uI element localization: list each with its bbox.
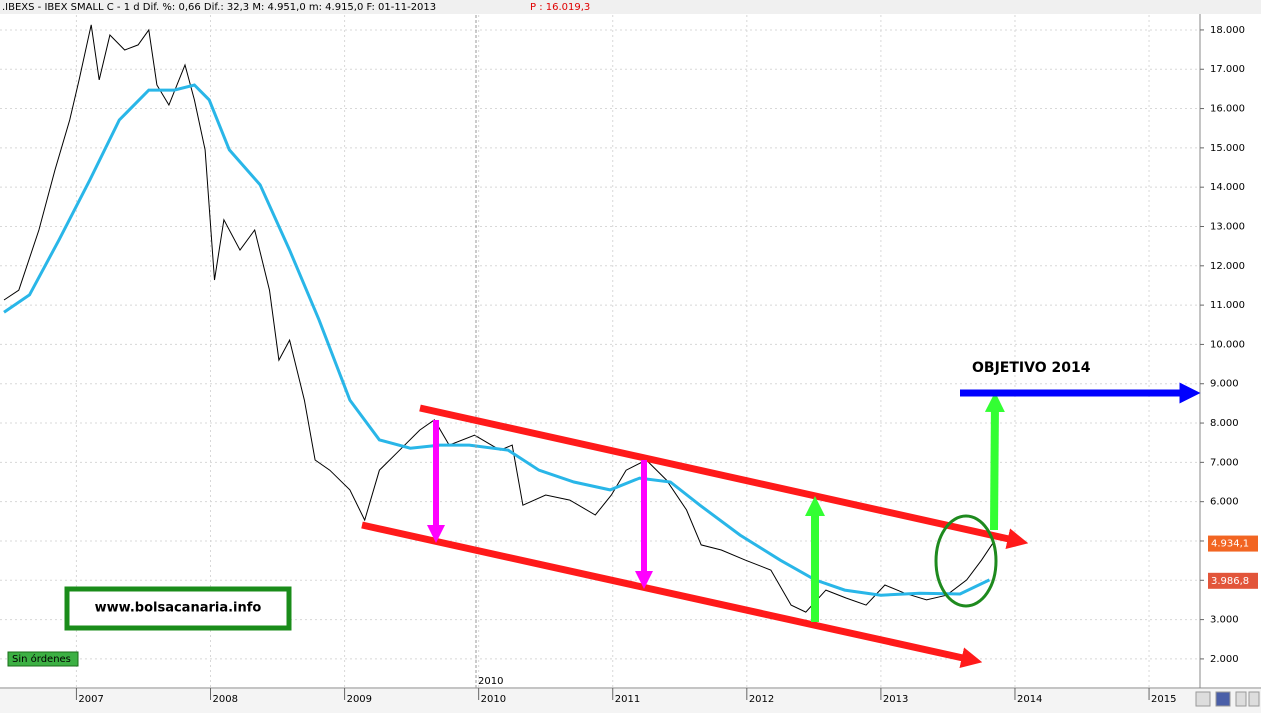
x-tick-label: 2008 <box>213 694 238 705</box>
y-tick-label: 17.000 <box>1210 64 1245 75</box>
x-tick-label: 2010 <box>481 694 506 705</box>
y-tick-label: 18.000 <box>1210 25 1245 36</box>
y-tick-label: 14.000 <box>1210 182 1245 193</box>
y-tick-label: 13.000 <box>1210 221 1245 232</box>
header-info: .IBEXS - IBEX SMALL C - 1 d Dif. %: 0,66… <box>2 2 436 13</box>
status-label: Sin órdenes <box>12 653 71 665</box>
y-tick-label: 12.000 <box>1210 261 1245 272</box>
save-icon[interactable] <box>1215 691 1231 707</box>
header-bar <box>0 0 1261 14</box>
x-tick-label: 2013 <box>883 694 908 705</box>
price-line <box>3 83 991 597</box>
toolbar-icon[interactable] <box>1195 691 1211 707</box>
marker-year: 2010 <box>478 676 503 687</box>
status-box <box>7 651 79 667</box>
x-tick-label: 2012 <box>749 694 774 705</box>
x-tick-label: 2011 <box>615 694 640 705</box>
y-tick-label: 15.000 <box>1210 143 1245 154</box>
toolbar-icon[interactable] <box>1235 691 1247 707</box>
y-tick-label: 10.000 <box>1210 339 1245 350</box>
last-value-box <box>1208 535 1258 552</box>
y-tick-label: 3.000 <box>1210 615 1239 626</box>
header-price: P : 16.019,3 <box>530 2 590 13</box>
toolbar-icon[interactable] <box>1248 691 1260 707</box>
site-label: www.bolsacanaria.info <box>95 601 262 616</box>
y-tick-label: 6.000 <box>1210 497 1239 508</box>
price-line <box>3 24 994 613</box>
last-value-box <box>1208 572 1258 589</box>
x-tick-label: 2007 <box>78 694 103 705</box>
x-tick-label: 2009 <box>347 694 372 705</box>
y-tick-label: 16.000 <box>1210 104 1245 115</box>
site-box <box>64 586 292 631</box>
y-tick-label: 8.000 <box>1210 418 1239 429</box>
y-tick-label: 11.000 <box>1210 300 1245 311</box>
y-tick-label: 9.000 <box>1210 379 1239 390</box>
lower-trend-arrow <box>361 521 983 668</box>
x-tick-label: 2014 <box>1017 694 1042 705</box>
green-arrow <box>984 392 1005 531</box>
target-label: OBJETIVO 2014 <box>972 360 1091 376</box>
x-tick-label: 2015 <box>1151 694 1176 705</box>
last-value-label: 4.934,1 <box>1211 539 1249 550</box>
highlight-ellipse <box>934 514 998 608</box>
y-tick-label: 7.000 <box>1210 457 1239 468</box>
y-tick-label: 2.000 <box>1210 654 1239 665</box>
last-value-label: 3.986,8 <box>1211 576 1249 587</box>
upper-trend-arrow <box>419 404 1029 549</box>
